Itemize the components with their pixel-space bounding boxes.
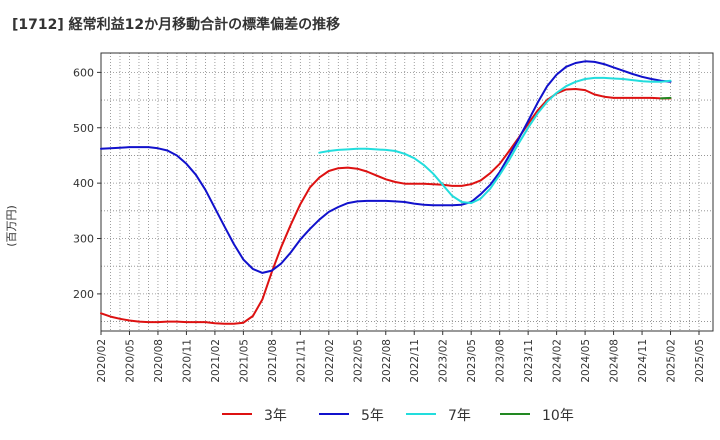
x-tick-label: 2021/11 xyxy=(295,339,307,383)
x-tick-label: 2021/05 xyxy=(238,339,250,383)
x-tick-label: 2024/08 xyxy=(609,339,621,383)
y-tick-label: 300 xyxy=(73,233,94,246)
legend-label-7年: 7年 xyxy=(448,408,471,424)
x-tick-label: 2024/05 xyxy=(580,339,592,383)
x-tick-label: 2021/02 xyxy=(210,339,222,383)
x-tick-label: 2020/05 xyxy=(124,339,136,383)
x-tick-label: 2024/02 xyxy=(552,339,564,383)
x-tick-label: 2021/08 xyxy=(267,339,279,383)
legend-label-5年: 5年 xyxy=(361,408,384,424)
y-tick-label: 400 xyxy=(73,177,94,190)
plot-area xyxy=(101,53,713,331)
x-tick-label: 2023/08 xyxy=(495,339,507,383)
legend-label-3年: 3年 xyxy=(264,408,287,424)
plot-frame xyxy=(100,52,714,332)
series-line-3年 xyxy=(100,88,672,325)
y-tick-label: 500 xyxy=(73,122,94,135)
series-line-10年 xyxy=(660,96,672,100)
legend-label-10年: 10年 xyxy=(542,408,574,424)
x-tick-label: 2020/08 xyxy=(153,339,165,383)
x-tick-label: 2024/11 xyxy=(637,339,649,383)
x-tick-label: 2023/05 xyxy=(466,339,478,383)
x-tick-label: 2022/11 xyxy=(409,339,421,383)
x-tick-label: 2022/02 xyxy=(324,339,336,383)
x-tick-label: 2022/05 xyxy=(352,339,364,383)
x-tick-label: 2020/02 xyxy=(96,339,108,383)
x-tick-label: 2023/11 xyxy=(523,339,535,383)
series-line-5年 xyxy=(100,60,672,274)
x-tick-label: 2020/11 xyxy=(181,339,193,383)
chart-title: [1712] 経常利益12か月移動合計の標準偏差の推移 xyxy=(12,17,341,33)
x-tick-label: 2025/05 xyxy=(694,339,706,383)
x-tick-label: 2025/02 xyxy=(666,339,678,383)
x-tick-label: 2022/08 xyxy=(381,339,393,383)
y-tick-label: 600 xyxy=(73,66,94,79)
y-tick-label: 200 xyxy=(73,288,94,301)
x-tick-label: 2023/02 xyxy=(438,339,450,383)
series-line-7年 xyxy=(318,76,672,205)
